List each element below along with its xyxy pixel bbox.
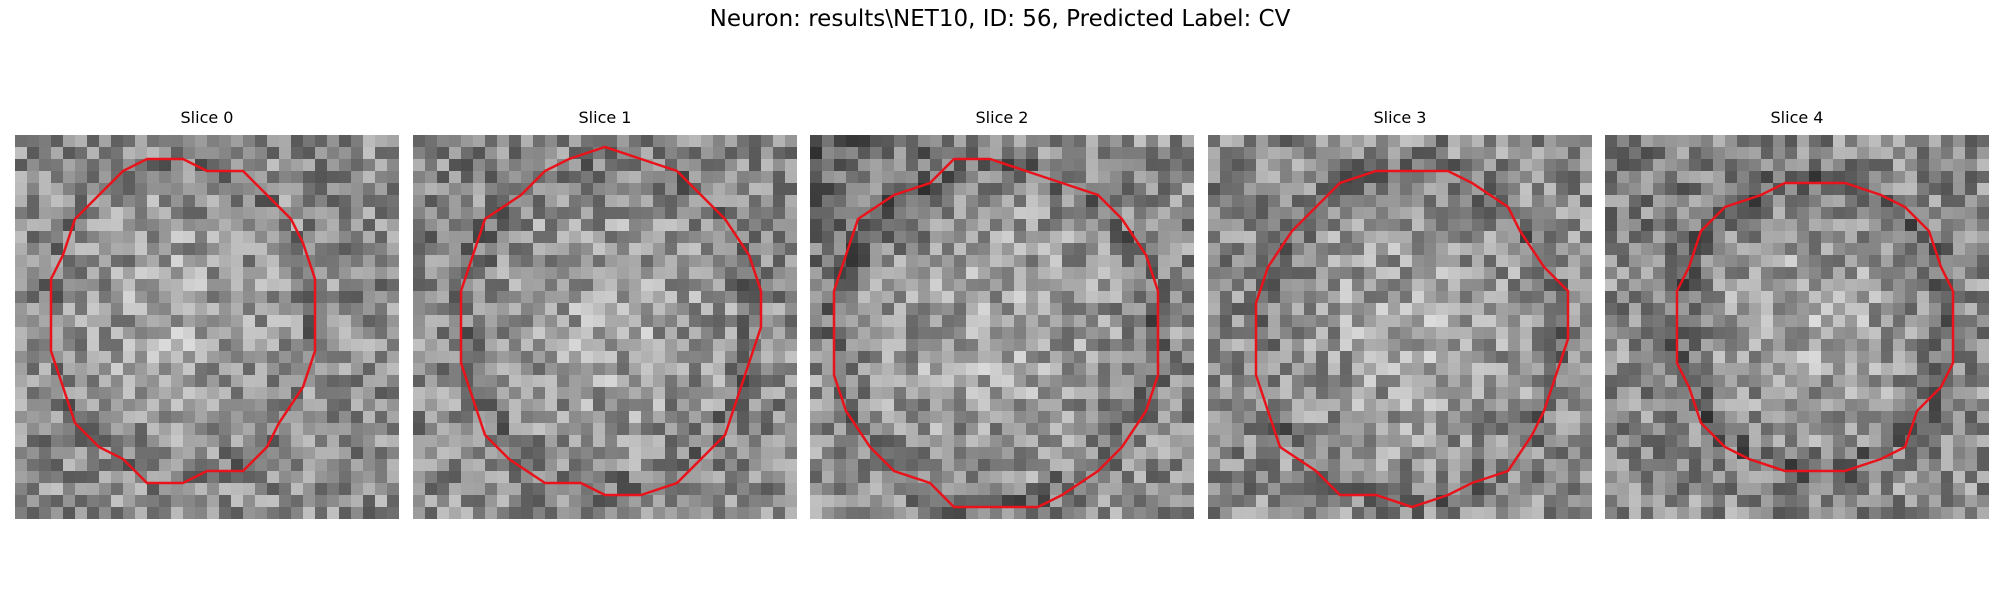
segmentation-contour — [1675, 181, 1955, 473]
segmentation-contour — [49, 157, 317, 485]
slice-title: Slice 3 — [1373, 108, 1427, 127]
segmentation-contour — [1254, 169, 1570, 509]
slice-image — [1605, 135, 1989, 519]
slice-title: Slice 0 — [180, 108, 234, 127]
segmentation-contour — [832, 157, 1160, 509]
slice-title: Slice 2 — [975, 108, 1029, 127]
slice-title: Slice 1 — [578, 108, 632, 127]
segmentation-contour — [459, 145, 763, 497]
slice-image — [413, 135, 797, 519]
slice-image — [810, 135, 1194, 519]
figure-title: Neuron: results\NET10, ID: 56, Predicted… — [709, 6, 1291, 32]
slice-image — [15, 135, 399, 519]
slice-title: Slice 4 — [1770, 108, 1824, 127]
slice-image — [1208, 135, 1592, 519]
